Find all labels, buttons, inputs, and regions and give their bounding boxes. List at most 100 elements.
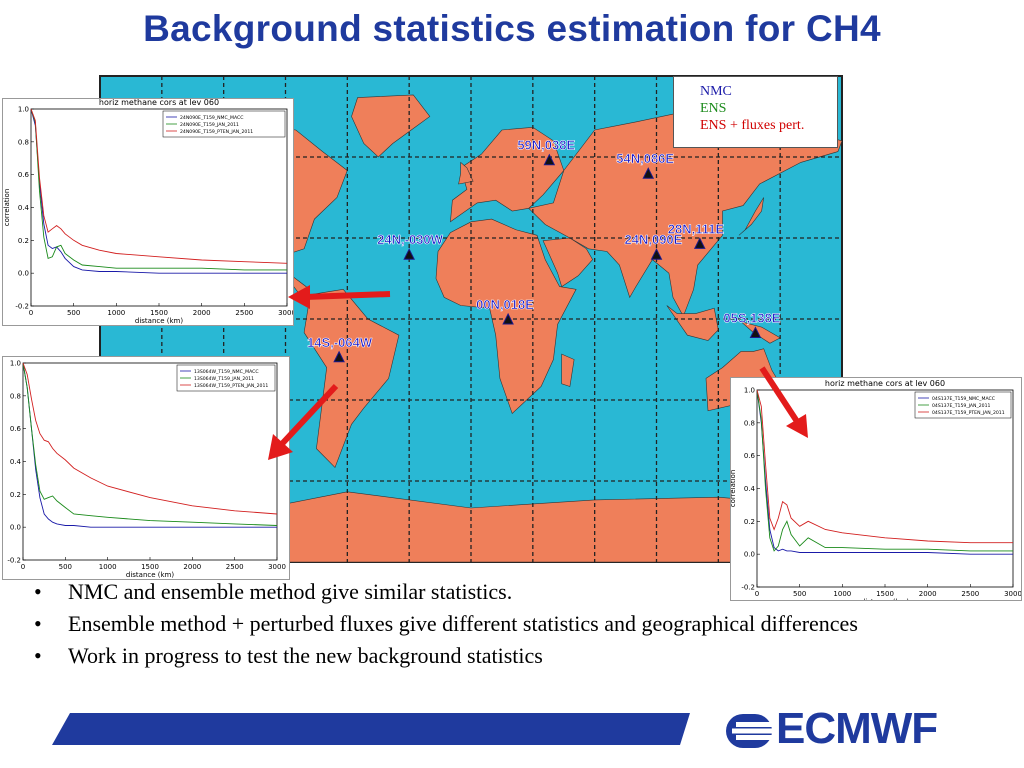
plot-legend-label: 13S064W_T159_JAN_2011	[194, 376, 254, 382]
y-tick-label: 0.6	[18, 171, 30, 179]
x-tick-label: 2500	[235, 309, 253, 317]
plot-title: horiz methane cors at lev 060	[99, 99, 219, 107]
plot-legend-label: 04S137E_T159_JAN_2011	[932, 403, 991, 409]
plot-legend-label: 24N090E_T159_PTEN_JAN_2011	[180, 129, 253, 135]
plot-legend-frame	[176, 364, 276, 392]
y-tick-label: 0.2	[18, 237, 29, 245]
landmass-6	[561, 353, 575, 387]
series-line-1	[30, 108, 287, 271]
y-tick-label: 0.8	[18, 138, 29, 146]
x-axis-label: distance (km)	[126, 571, 174, 579]
plot-legend: 04S137E_T159_NMC_MACC04S137E_T159_JAN_20…	[914, 391, 1012, 419]
ecmwf-logo-icon	[726, 714, 776, 749]
station-marker	[502, 312, 514, 325]
x-tick-label: 500	[59, 563, 72, 571]
station-label: 24N,090E	[625, 232, 683, 247]
series-line-2	[22, 362, 278, 515]
x-tick-label: 2000	[919, 590, 937, 598]
station-marker	[403, 248, 415, 260]
legend-item-ens: ENS	[700, 101, 727, 116]
y-tick-label: 0.8	[10, 392, 21, 400]
x-tick-label: 0	[21, 563, 25, 571]
station-marker	[650, 248, 663, 260]
x-tick-label: 1500	[876, 590, 894, 598]
y-tick-label: -0.2	[7, 557, 21, 565]
station-label: 59N,038E	[517, 138, 575, 153]
plot-frame	[756, 389, 1014, 588]
series-line-0	[30, 108, 287, 274]
x-tick-label: 500	[67, 309, 80, 317]
y-tick-label: -0.2	[741, 584, 755, 592]
bullet-item: • NMC and ensemble method give similar st…	[34, 579, 513, 604]
x-tick-label: 1000	[99, 563, 117, 571]
plot-legend: 24N090E_T159_NMC_MACC24N090E_T159_JAN_20…	[162, 110, 286, 138]
bullet-text: Work in progress to test the new backgro…	[68, 643, 543, 668]
series-line-2	[30, 108, 288, 264]
legend-item-nmc: NMC	[700, 84, 732, 99]
y-tick-label: 0.6	[10, 425, 22, 433]
station-marker	[543, 153, 556, 166]
y-tick-label: 0.4	[10, 458, 22, 466]
plot-legend-label: 04S137E_T159_NMC_MACC	[932, 396, 995, 402]
station-label: 54N,086E	[616, 151, 674, 166]
y-tick-label: 0.6	[744, 452, 756, 460]
station-label: 14S,-064W	[307, 335, 373, 350]
slide-title: Background statistics estimation for CH4	[143, 8, 881, 49]
plot-frame	[22, 362, 278, 561]
x-tick-label: 2500	[961, 590, 979, 598]
x-tick-label: 3000	[268, 563, 286, 571]
x-tick-label: 3000	[278, 309, 293, 317]
y-axis-label: correlation	[731, 470, 737, 508]
y-tick-label: 1.0	[744, 387, 755, 395]
bullet-item: • Work in progress to test the new backgr…	[34, 643, 543, 668]
x-tick-label: 0	[29, 309, 33, 317]
legend-item-ens-fluxes: ENS + fluxes pert.	[700, 118, 805, 133]
x-tick-label: 1500	[141, 563, 159, 571]
station-marker	[642, 167, 655, 179]
plot-top-left: horiz methane cors at lev 060 0 500 1000 150…	[2, 98, 294, 326]
y-tick-label: 1.0	[10, 360, 21, 368]
landmass-8	[528, 110, 843, 318]
plot-title: horiz methane cors at lev 060	[825, 379, 945, 388]
landmass-9	[738, 197, 764, 236]
plot-right: horiz methane cors at lev 060 0 500 1000 150…	[730, 377, 1022, 601]
bullet-item: • Ensemble method + perturbed fluxes give…	[34, 611, 858, 636]
plot-legend-label: 13S064W_T159_NMC_MACC	[194, 369, 259, 375]
station-marker	[693, 237, 706, 249]
plot-legend-frame	[914, 391, 1012, 419]
x-axis-label: distance (km)	[861, 598, 909, 600]
x-tick-label: 500	[793, 590, 806, 598]
station-marker	[749, 326, 762, 338]
plot-bottom-left: 0 500 1000 1500 2000 2500 3000 -0.2 0.0 0.2 0.4 0.6…	[2, 356, 290, 580]
plot-legend-label: 24N090E_T159_JAN_2011	[180, 122, 239, 128]
landmass-11	[740, 321, 781, 344]
station-marker	[333, 350, 345, 363]
ecmwf-logo: ECMWF	[722, 704, 938, 753]
landmass-2	[351, 94, 431, 158]
station-label: 24N,-030W	[377, 232, 443, 247]
y-tick-label: -0.2	[15, 303, 29, 311]
y-tick-label: 1.0	[18, 106, 29, 114]
x-tick-label: 3000	[1004, 590, 1021, 598]
y-tick-label: 0.0	[18, 270, 29, 278]
x-tick-label: 2000	[193, 309, 211, 317]
station-label: 05S,138E	[723, 311, 780, 326]
plot-legend-label: 04S137E_T159_PTEN_JAN_2011	[932, 410, 1005, 416]
plot-legend-label: 13S064W_T159_PTEN_JAN_2011	[194, 383, 268, 389]
series-line-2	[756, 389, 1013, 544]
x-tick-label: 1000	[107, 309, 125, 317]
x-tick-label: 1500	[150, 309, 168, 317]
bullet-text: NMC and ensemble method give similar sta…	[68, 579, 513, 604]
series-line-1	[756, 389, 1013, 552]
bullet-text: Ensemble method + perturbed fluxes give …	[68, 611, 858, 636]
bullet-list: • NMC and ensemble method give similar st…	[30, 578, 970, 674]
ecmwf-logo-text: ECMWF	[776, 704, 938, 753]
y-tick-label: 0.2	[10, 491, 21, 499]
x-tick-label: 2500	[226, 563, 244, 571]
y-axis-label: correlation	[3, 189, 11, 227]
y-tick-label: 0.0	[744, 551, 755, 559]
series-line-0	[756, 389, 1013, 555]
y-tick-label: 0.4	[18, 204, 30, 212]
y-tick-label: 0.8	[744, 419, 755, 427]
x-axis-label: distance (km)	[135, 317, 183, 325]
